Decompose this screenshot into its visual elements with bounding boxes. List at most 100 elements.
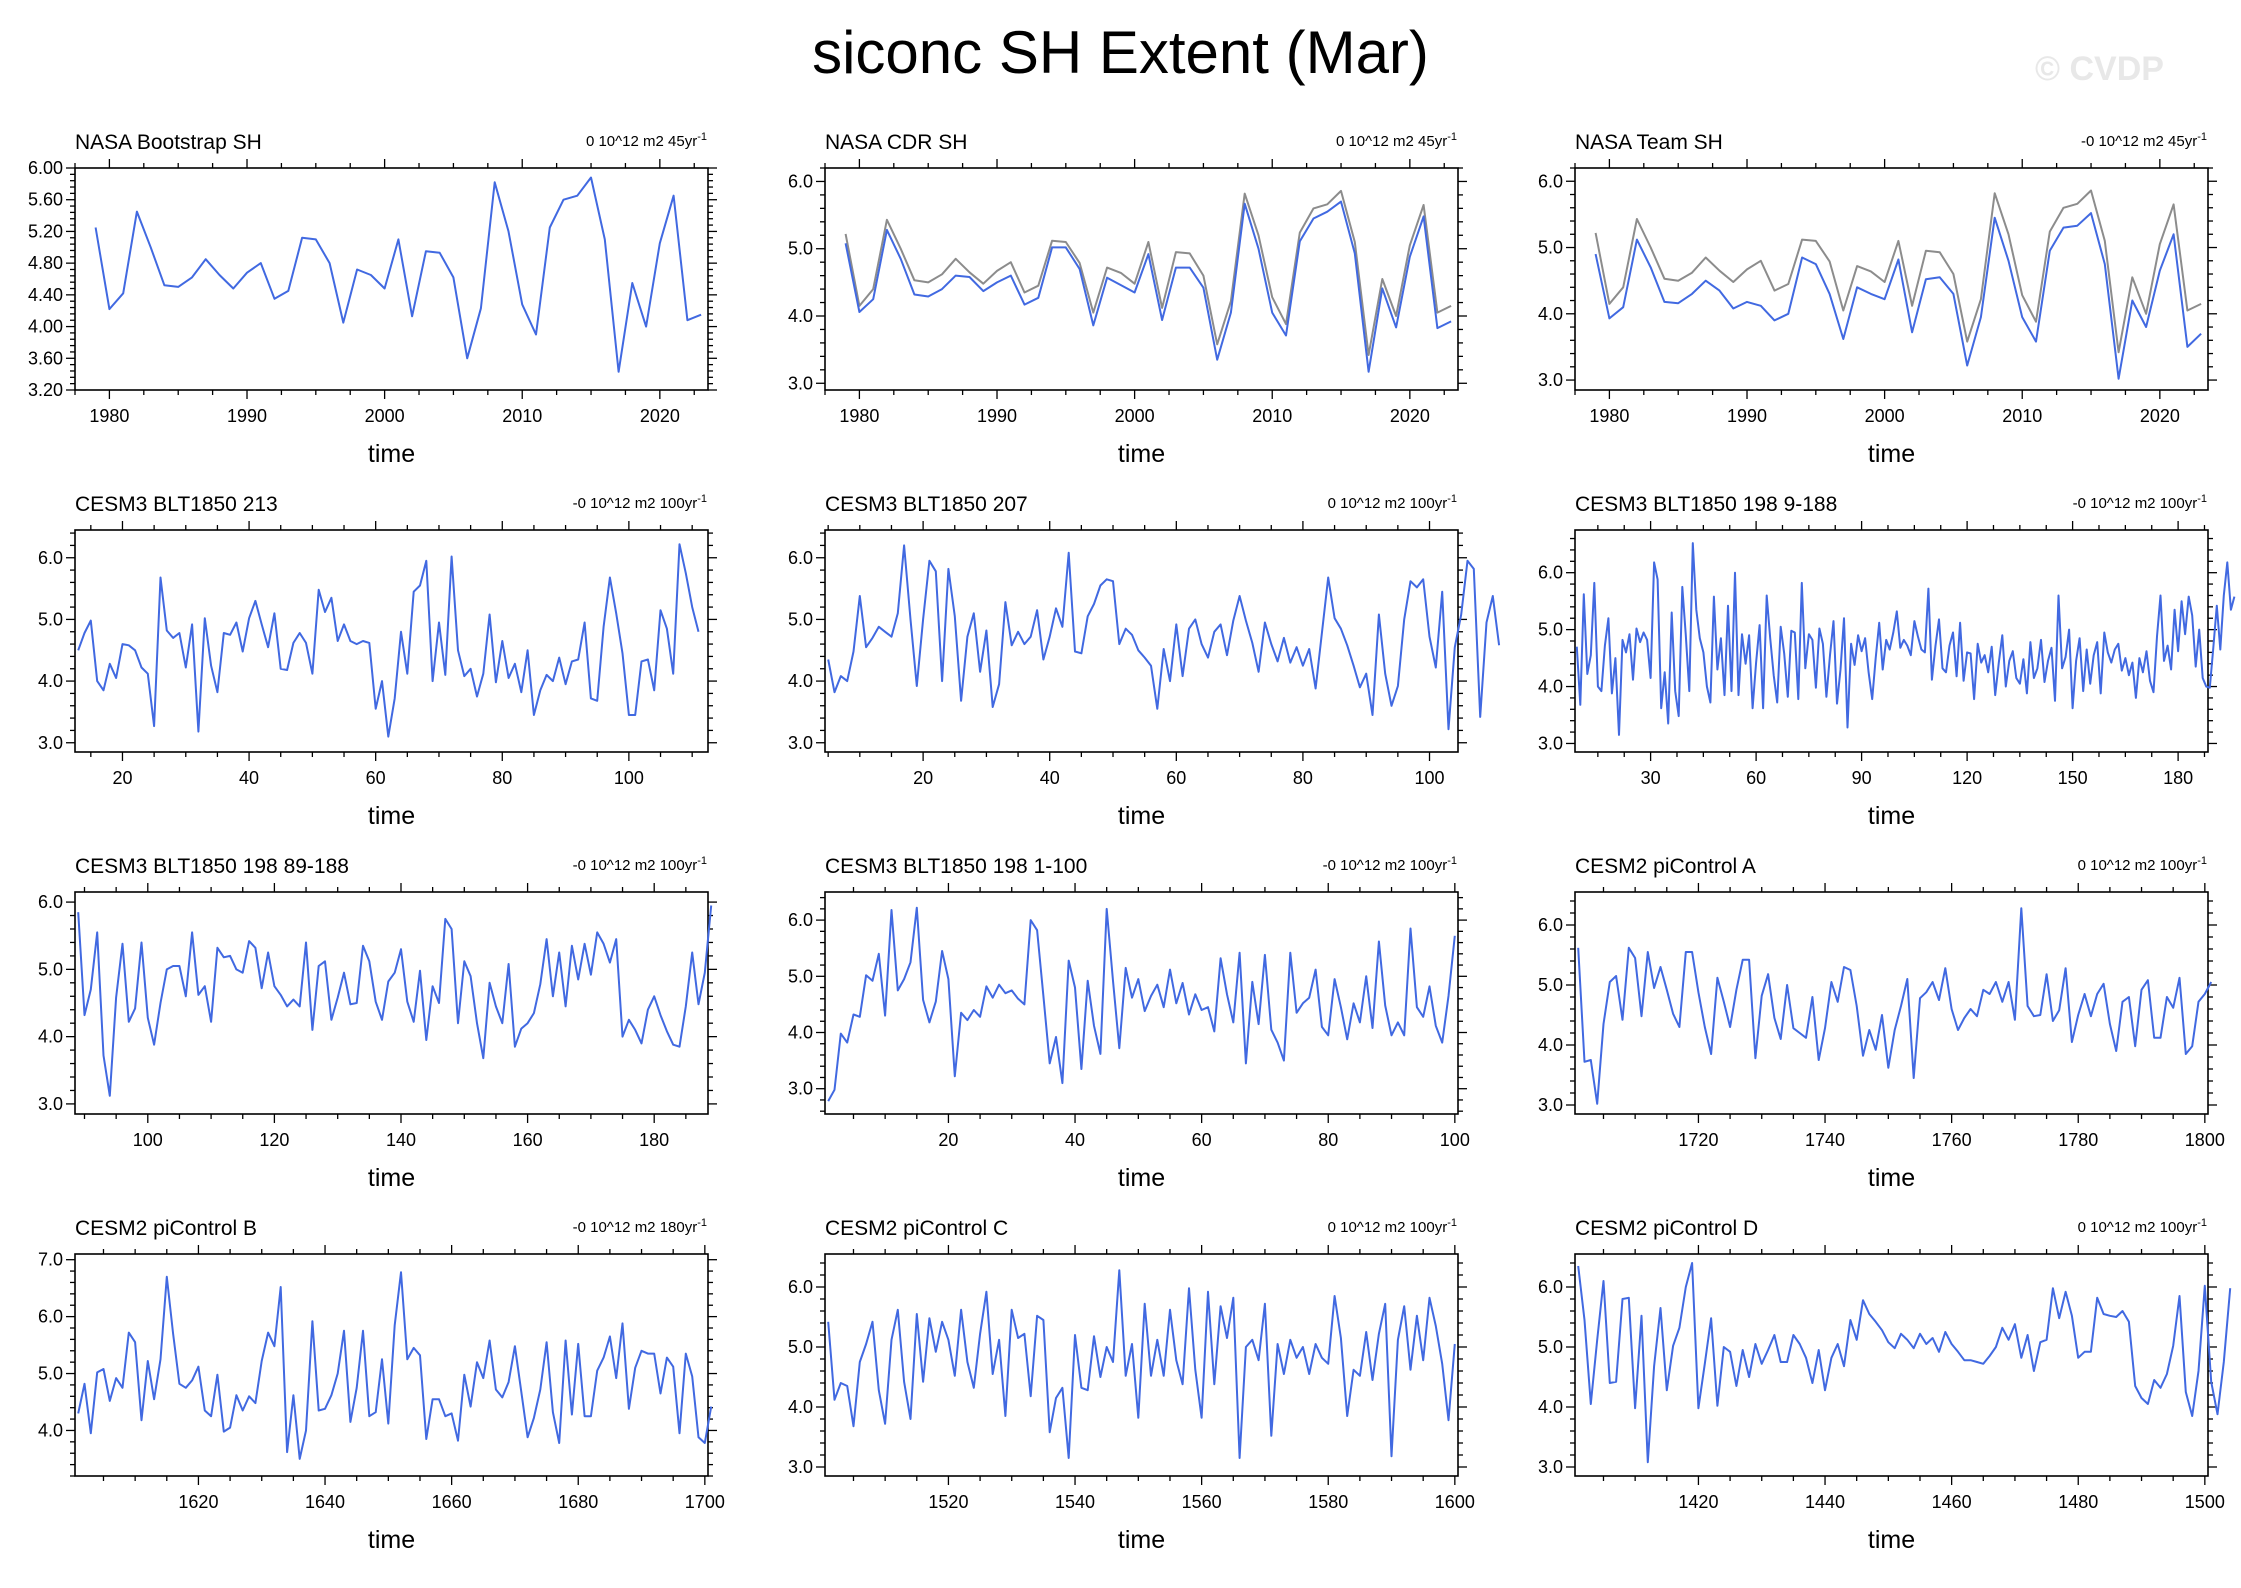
- y-tick-label: 5.0: [1538, 620, 1563, 640]
- page-title: siconc SH Extent (Mar): [812, 19, 1429, 86]
- x-tick-label: 1560: [1182, 1492, 1222, 1512]
- panel-trend: -0 10^12 m2 180yr-1: [573, 1217, 707, 1236]
- x-tick-label: 60: [366, 768, 386, 788]
- y-tick-label: 5.0: [1538, 975, 1563, 995]
- x-axis-label: time: [1868, 1164, 1915, 1192]
- y-tick-label: 3.0: [788, 373, 813, 393]
- y-tick-label: 4.0: [38, 671, 63, 691]
- panel-trend: -0 10^12 m2 100yr-1: [573, 855, 707, 874]
- x-tick-label: 2010: [1252, 406, 1292, 426]
- panel-trend-exponent: -1: [1447, 131, 1457, 143]
- y-tick-label: 5.0: [38, 609, 63, 629]
- x-tick-label: 80: [1293, 768, 1313, 788]
- y-tick-label: 3.0: [1538, 370, 1563, 390]
- panel-title: CESM3 BLT1850 207: [825, 493, 1028, 516]
- panel-title: CESM2 piControl A: [1575, 855, 1756, 878]
- x-tick-label: 80: [1318, 1130, 1338, 1150]
- chart-panel: CESM2 piControl C 0 10^12 m2 100yr-1 1520 1…: [788, 1217, 1475, 1554]
- panel-title: CESM3 BLT1850 198 1-100: [825, 855, 1087, 878]
- chart-panel: CESM2 piControl D 0 10^12 m2 100yr-1 1420 1…: [1538, 1217, 2232, 1554]
- panel-trend-exponent: -1: [697, 1217, 707, 1229]
- panel-trend: 0 10^12 m2 100yr-1: [1328, 1217, 1457, 1236]
- series-line: [1577, 1262, 2232, 1464]
- x-tick-label: 2020: [640, 406, 680, 426]
- y-tick-label: 4.0: [788, 1397, 813, 1417]
- x-axis-label: time: [368, 1164, 415, 1192]
- x-tick-label: 160: [513, 1130, 543, 1150]
- y-tick-label: 3.0: [1538, 1457, 1563, 1477]
- x-tick-label: 1680: [558, 1492, 598, 1512]
- x-tick-label: 100: [1440, 1130, 1470, 1150]
- series-line: [1577, 907, 2213, 1105]
- series-line: [827, 1269, 1456, 1459]
- y-tick-label: 7.0: [38, 1250, 63, 1270]
- x-tick-label: 100: [1414, 768, 1444, 788]
- reference-series-line: [844, 189, 1452, 356]
- y-tick-label: 6.0: [788, 910, 813, 930]
- y-tick-label: 3.60: [28, 348, 63, 368]
- y-tick-label: 6.0: [788, 548, 813, 568]
- panel-trend-exponent: -1: [2197, 131, 2207, 143]
- x-tick-label: 1480: [2058, 1492, 2098, 1512]
- y-tick-label: 4.0: [788, 1023, 813, 1043]
- x-axis-label: time: [368, 802, 415, 830]
- y-tick-label: 5.0: [38, 959, 63, 979]
- panel-trend-exponent: -1: [697, 855, 707, 867]
- y-tick-label: 4.0: [788, 671, 813, 691]
- chart-panel: CESM3 BLT1850 207 0 10^12 m2 100yr-1 20 40 6…: [788, 493, 1501, 830]
- x-tick-label: 60: [1746, 768, 1766, 788]
- panel-title: CESM3 BLT1850 213: [75, 493, 278, 516]
- series-line: [827, 906, 1456, 1102]
- y-tick-label: 4.0: [1538, 1035, 1563, 1055]
- y-tick-label: 6.00: [28, 158, 63, 178]
- series-line: [77, 543, 700, 738]
- panel-trend: 0 10^12 m2 100yr-1: [1328, 493, 1457, 512]
- y-tick-label: 3.0: [1538, 1095, 1563, 1115]
- y-tick-label: 5.0: [788, 966, 813, 986]
- x-tick-label: 40: [1065, 1130, 1085, 1150]
- series-line: [77, 905, 713, 1097]
- y-tick-label: 6.0: [1538, 1277, 1563, 1297]
- x-tick-label: 180: [639, 1130, 669, 1150]
- chart-panel: CESM3 BLT1850 198 89-188 -0 10^12 m2 100y…: [38, 855, 717, 1192]
- x-axis-label: time: [1118, 1526, 1165, 1554]
- x-tick-label: 1700: [685, 1492, 725, 1512]
- x-tick-label: 2000: [1115, 406, 1155, 426]
- x-tick-label: 20: [913, 768, 933, 788]
- x-tick-label: 80: [492, 768, 512, 788]
- plot-frame: [1574, 891, 2209, 1115]
- x-axis-label: time: [1868, 440, 1915, 468]
- y-tick-label: 3.0: [788, 1457, 813, 1477]
- y-tick-label: 3.0: [788, 733, 813, 753]
- x-tick-label: 20: [938, 1130, 958, 1150]
- x-axis-label: time: [1118, 440, 1165, 468]
- panel-title: CESM3 BLT1850 198 9-188: [1575, 493, 1837, 516]
- plot-frame: [824, 1253, 1459, 1477]
- x-tick-label: 1620: [178, 1492, 218, 1512]
- panel-title: CESM2 piControl B: [75, 1217, 257, 1240]
- x-axis-label: time: [368, 440, 415, 468]
- panel-trend: 0 10^12 m2 45yr-1: [1336, 131, 1457, 150]
- plot-frame: [1574, 1253, 2209, 1477]
- panel-trend: 0 10^12 m2 100yr-1: [2078, 1217, 2207, 1236]
- y-tick-label: 5.0: [1538, 238, 1563, 258]
- panel-trend: -0 10^12 m2 45yr-1: [2081, 131, 2207, 150]
- y-tick-label: 4.80: [28, 253, 63, 273]
- x-tick-label: 1990: [227, 406, 267, 426]
- y-tick-label: 6.0: [788, 171, 813, 191]
- x-tick-label: 1460: [1932, 1492, 1972, 1512]
- panel-trend: -0 10^12 m2 100yr-1: [1323, 855, 1457, 874]
- y-tick-label: 4.0: [788, 306, 813, 326]
- y-tick-label: 4.0: [1538, 677, 1563, 697]
- x-tick-label: 2000: [1865, 406, 1905, 426]
- plot-frame: [1574, 167, 2209, 391]
- x-tick-label: 2010: [502, 406, 542, 426]
- x-tick-label: 40: [1040, 768, 1060, 788]
- y-tick-label: 4.0: [38, 1027, 63, 1047]
- chart-panel: CESM3 BLT1850 198 1-100 -0 10^12 m2 100yr…: [788, 855, 1470, 1192]
- x-tick-label: 2020: [1390, 406, 1430, 426]
- x-tick-label: 1760: [1932, 1130, 1972, 1150]
- x-tick-label: 1420: [1678, 1492, 1718, 1512]
- x-tick-label: 40: [239, 768, 259, 788]
- y-tick-label: 5.0: [788, 609, 813, 629]
